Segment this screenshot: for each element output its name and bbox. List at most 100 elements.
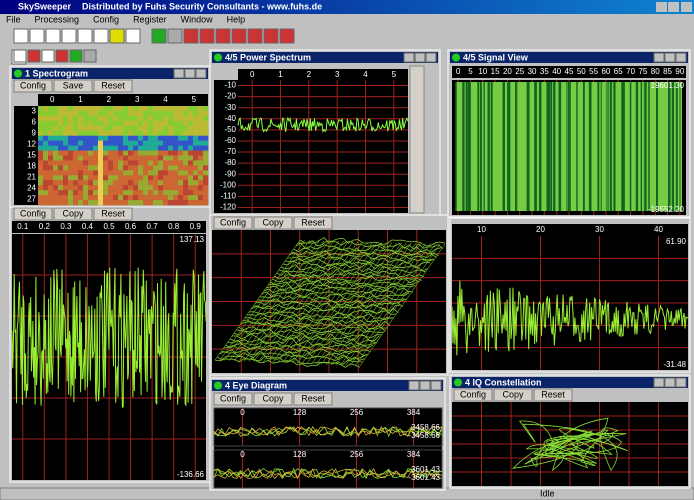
spectrogram-cell (123, 150, 129, 156)
panel-window-button[interactable] (414, 52, 426, 63)
toolbar-button[interactable] (29, 28, 45, 44)
spectrogram-cell (48, 125, 54, 132)
panel-button-label[interactable]: Reset (101, 80, 125, 90)
toolbar-button[interactable] (167, 28, 183, 44)
panel-window-button[interactable] (425, 52, 437, 63)
spectrogram-cell (73, 195, 79, 201)
menu-item[interactable]: File (6, 14, 21, 24)
panel-button[interactable] (493, 388, 533, 402)
panel-button[interactable] (453, 388, 493, 402)
spectrogram-cell (168, 165, 174, 171)
spectrogram-cell (173, 150, 179, 156)
toolbar-button[interactable] (93, 28, 109, 44)
panel-button-label[interactable]: Copy (262, 393, 284, 403)
panel-button-label[interactable]: Config (220, 393, 246, 403)
toolbar-button[interactable] (77, 28, 93, 44)
panel-button-label[interactable]: Reset (101, 208, 125, 218)
spectrogram-cell (93, 110, 99, 117)
toolbar-button[interactable] (13, 49, 27, 63)
panel-button-label[interactable]: Copy (262, 217, 284, 227)
toolbar-button[interactable] (109, 28, 125, 44)
panel-button-label[interactable]: Config (20, 208, 46, 218)
toolbar-button[interactable] (13, 28, 29, 44)
toolbar-button[interactable] (263, 28, 279, 44)
panel-window-button[interactable] (653, 52, 665, 63)
toolbar-button[interactable] (45, 28, 61, 44)
panel-button[interactable] (13, 207, 53, 221)
panel-window-button[interactable] (675, 52, 687, 63)
panel-window-button[interactable] (664, 52, 676, 63)
panel-window-button[interactable] (653, 377, 665, 388)
toolbar-button[interactable] (231, 28, 247, 44)
panel-button-label[interactable]: Copy (502, 389, 524, 399)
panel-button[interactable] (293, 392, 333, 406)
panel-window-button[interactable] (664, 377, 676, 388)
panel-button[interactable] (93, 79, 133, 93)
scrollbar[interactable] (409, 65, 425, 214)
menu-item[interactable]: Processing (35, 14, 80, 24)
mesh-line (243, 240, 330, 362)
menu-item[interactable]: Help (227, 14, 246, 24)
minimize-button[interactable] (656, 2, 667, 12)
maximize-button[interactable] (668, 2, 679, 12)
panel-title-bar (12, 68, 208, 79)
toolbar-button[interactable] (41, 49, 55, 63)
toolbar-button[interactable] (83, 49, 97, 63)
spectrogram-cell (198, 140, 204, 146)
panel-button[interactable] (13, 79, 53, 93)
toolbar-button[interactable] (55, 49, 69, 63)
panel-button[interactable] (293, 216, 333, 230)
spectrogram-cell (203, 125, 209, 132)
toolbar-button[interactable] (199, 28, 215, 44)
panel-button[interactable] (213, 216, 253, 230)
panel-button-label[interactable]: Save (63, 80, 84, 90)
menu-item[interactable]: Config (93, 14, 119, 24)
close-button[interactable] (681, 2, 692, 12)
toolbar-button[interactable] (151, 28, 167, 44)
toolbar-button[interactable] (215, 28, 231, 44)
panel-window-button[interactable] (173, 68, 185, 79)
toolbar-button[interactable] (61, 28, 77, 44)
spectrogram-cell (83, 180, 89, 186)
panel-button[interactable] (93, 207, 133, 221)
toolbar-button[interactable] (183, 28, 199, 44)
spectrogram-cell (198, 185, 204, 191)
panel-button[interactable] (53, 79, 93, 93)
panel-window-button[interactable] (184, 68, 196, 79)
panel-window-button[interactable] (195, 68, 207, 79)
spectrogram-cell (203, 110, 209, 117)
panel-button[interactable] (533, 388, 573, 402)
menu-item[interactable]: Register (133, 14, 167, 24)
panel-button-label[interactable]: Reset (541, 389, 565, 399)
panel-button[interactable] (53, 207, 93, 221)
toolbar-button[interactable] (279, 28, 295, 44)
panel-button-label[interactable]: Copy (62, 208, 84, 218)
spectrogram-cell (193, 150, 199, 156)
panel-window-button[interactable] (419, 380, 431, 391)
spectrogram-cell (118, 155, 124, 161)
spectrogram-cell (138, 155, 144, 161)
panel-window-button[interactable] (403, 52, 415, 63)
spectrogram-cell (158, 165, 164, 171)
toolbar-button[interactable] (125, 28, 141, 44)
panel-window-button[interactable] (408, 380, 420, 391)
panel-window-button[interactable] (675, 377, 687, 388)
panel-button-label[interactable]: Reset (301, 393, 325, 403)
menu-item[interactable]: Window (181, 14, 214, 24)
mesh-line (297, 240, 444, 250)
panel-button-label[interactable]: Config (460, 389, 486, 399)
panel-button-label[interactable]: Config (220, 217, 246, 227)
spectrogram-cell (138, 160, 144, 166)
spectrogram-cell (123, 200, 129, 206)
panel-button[interactable] (253, 392, 293, 406)
spectrogram-cell (163, 115, 169, 122)
toolbar-button[interactable] (69, 49, 83, 63)
panel-window-button[interactable] (430, 380, 442, 391)
toolbar-button[interactable] (247, 28, 263, 44)
toolbar-button[interactable] (27, 49, 41, 63)
panel-button[interactable] (253, 216, 293, 230)
panel-button-label[interactable]: Config (20, 80, 46, 90)
panel-button[interactable] (213, 392, 253, 406)
spectrogram-cell (128, 135, 134, 141)
panel-button-label[interactable]: Reset (301, 217, 325, 227)
